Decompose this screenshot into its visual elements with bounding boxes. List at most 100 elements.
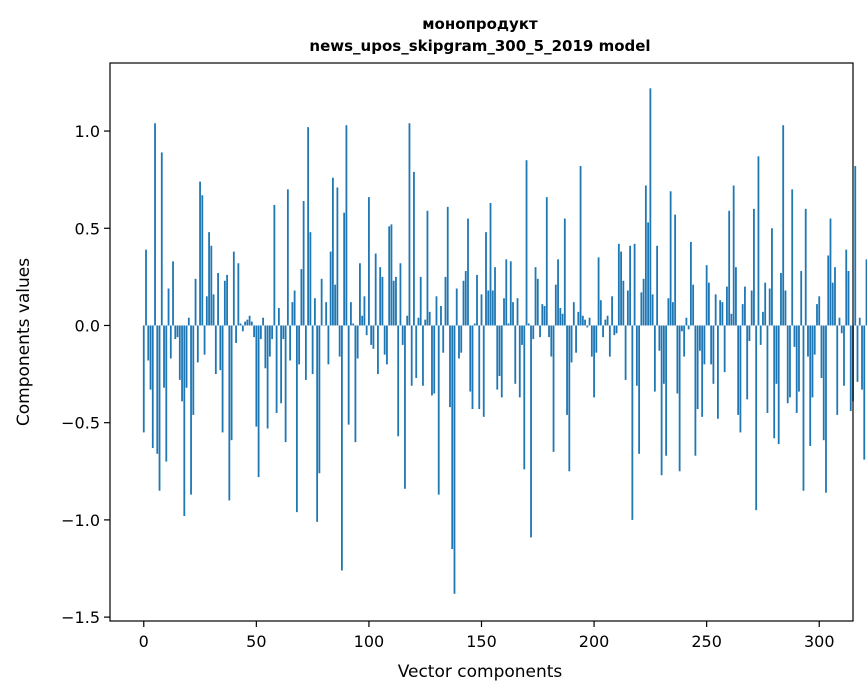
bar-117: [406, 315, 409, 326]
bar-186: [561, 313, 564, 326]
bars-group: [142, 88, 867, 594]
bar-94: [354, 325, 357, 443]
bar-237: [676, 325, 679, 394]
bar-249: [703, 325, 706, 365]
bar-140: [458, 325, 460, 359]
bar-209: [613, 325, 616, 336]
x-tick-label: 50: [246, 632, 266, 651]
bar-116: [404, 325, 406, 489]
bar-211: [617, 243, 620, 326]
bar-210: [615, 325, 618, 334]
bar-53: [262, 317, 264, 326]
bar-87: [338, 325, 341, 357]
bar-4: [151, 325, 154, 448]
bar-195: [581, 315, 584, 326]
bar-317: [856, 325, 859, 382]
bar-182: [552, 325, 555, 452]
bar-282: [777, 325, 780, 445]
bar-226: [651, 294, 654, 326]
bar-8: [160, 152, 163, 326]
bar-318: [858, 317, 861, 326]
bar-284: [782, 125, 785, 326]
bar-234: [669, 191, 672, 326]
chart-title-line1: монопродукт: [422, 15, 538, 33]
bar-93: [352, 323, 355, 326]
bar-31: [212, 294, 215, 326]
bar-1: [145, 249, 147, 326]
bar-55: [266, 325, 269, 429]
bar-233: [667, 298, 670, 326]
bar-24: [196, 325, 199, 363]
bar-274: [759, 325, 762, 345]
bar-307: [834, 267, 836, 326]
bar-312: [845, 249, 848, 326]
bar-169: [523, 325, 526, 470]
bar-82: [327, 325, 330, 365]
bar-259: [726, 286, 728, 326]
bar-216: [629, 245, 631, 326]
bar-285: [784, 290, 787, 326]
bar-287: [789, 325, 791, 398]
bar-314: [849, 325, 852, 412]
bar-232: [665, 325, 668, 456]
bar-168: [521, 325, 523, 345]
bar-179: [545, 197, 548, 326]
bar-127: [428, 311, 431, 326]
bar-139: [455, 288, 458, 326]
bar-253: [712, 325, 715, 384]
bar-291: [798, 325, 800, 392]
bar-28: [205, 296, 208, 326]
bar-0: [142, 325, 145, 433]
bar-319: [861, 325, 863, 390]
bar-207: [608, 325, 611, 357]
bar-321: [865, 259, 867, 326]
bar-36: [223, 280, 226, 326]
bar-141: [460, 325, 463, 353]
bar-92: [350, 302, 352, 326]
bar-247: [699, 325, 701, 351]
bar-311: [843, 325, 845, 386]
bar-278: [768, 288, 771, 326]
bar-155: [491, 290, 494, 326]
bar-188: [566, 325, 568, 415]
bar-292: [800, 271, 803, 326]
bar-118: [408, 123, 411, 326]
bar-63: [284, 325, 287, 443]
bar-295: [807, 325, 809, 357]
y-axis-label: Components values: [14, 258, 34, 426]
bar-191: [572, 302, 575, 326]
bar-48: [250, 321, 253, 326]
bar-61: [280, 325, 283, 404]
bar-97: [361, 315, 364, 326]
bar-34: [219, 325, 222, 371]
bar-224: [647, 222, 650, 326]
bar-100: [368, 197, 370, 326]
x-tick-label: 0: [139, 632, 149, 651]
bar-236: [674, 214, 677, 326]
bar-26: [201, 195, 204, 326]
y-tick-label: −1.5: [61, 608, 100, 627]
bar-9: [163, 325, 165, 388]
bar-268: [746, 325, 749, 400]
bar-145: [469, 325, 472, 392]
bar-264: [737, 325, 740, 415]
bar-277: [766, 325, 769, 413]
bar-189: [568, 325, 571, 472]
bar-254: [714, 294, 717, 326]
bar-104: [377, 325, 379, 375]
bar-320: [863, 325, 866, 460]
bar-46: [246, 319, 249, 326]
bar-154: [489, 202, 492, 326]
y-tick-label: 0.0: [75, 316, 100, 335]
bar-231: [662, 325, 665, 384]
bar-3: [149, 325, 152, 390]
bar-174: [534, 267, 537, 326]
bar-184: [557, 259, 559, 326]
bar-101: [370, 325, 373, 345]
bar-2: [147, 325, 150, 361]
bar-37: [226, 274, 228, 326]
bar-181: [550, 325, 553, 357]
bar-62: [282, 325, 285, 340]
bar-74: [309, 232, 312, 326]
bar-76: [313, 298, 316, 326]
